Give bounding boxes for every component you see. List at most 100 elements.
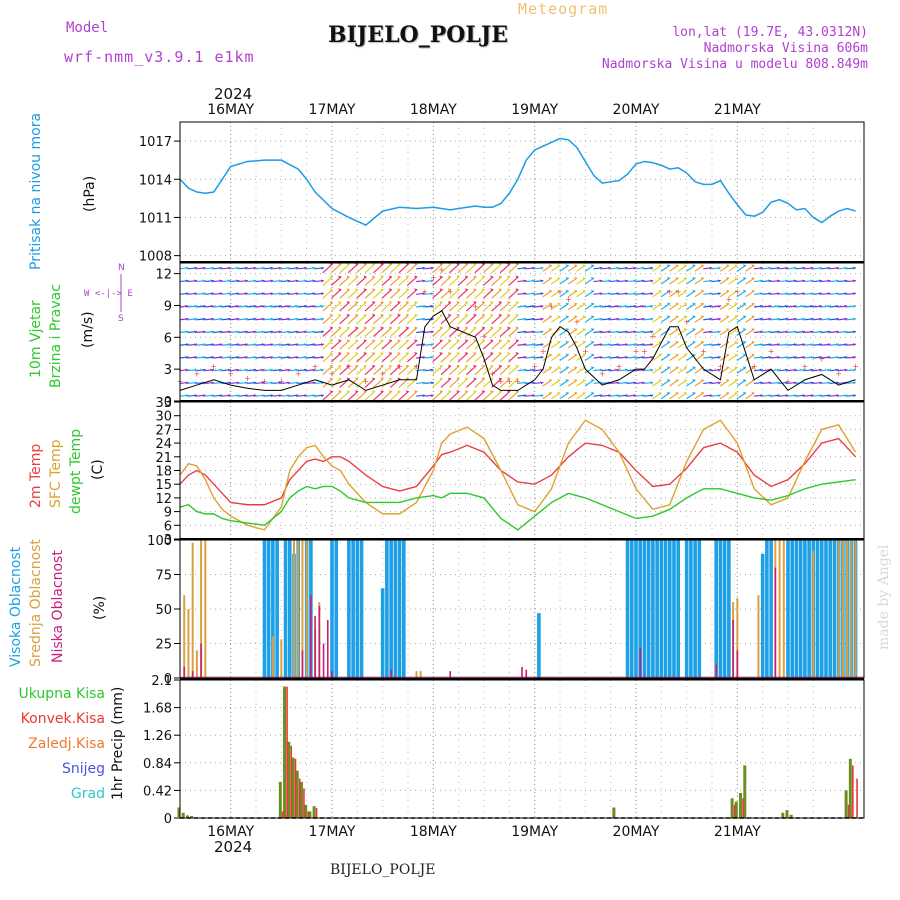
lonlat-label: lon,lat (19.7E, 43.0312N) [672,25,868,40]
wind-arrow-head [430,381,434,385]
wind-arrow-head [211,305,215,309]
cloud-bar-high [684,540,689,678]
wind-arrow-head [633,292,637,296]
wind-arrow-head [464,364,468,368]
wind-arrow-head [515,262,519,266]
wind-arrow-head [667,315,671,319]
wind-arrow-head [346,351,350,355]
wind-arrow-head [565,277,569,281]
wind-arrow-head [641,355,645,359]
cloud-bar-high [722,540,727,678]
wind-arrow-head [355,262,359,266]
wind-arrow-head [591,264,595,268]
wind-arrow-head [827,317,831,321]
cloud-bar-high [393,540,398,678]
cloud-bar-mid [187,609,190,678]
wind-arrow-head [295,330,299,334]
cloud-bar-high [832,540,837,678]
wind-arrow-head [194,343,198,347]
wind-arrow-head [658,328,662,331]
wind-arrow-head [346,390,350,394]
wind-arrow-head [700,302,704,306]
wind-arrow-head [793,330,797,334]
wind-arrow-head [253,266,257,270]
cloud-tick-label: 0 [164,672,172,687]
cloud-bar-high [385,540,389,678]
wind-arrow-head [355,326,359,330]
wind-arrow-head [548,378,552,382]
wind-arrow-head [363,275,367,279]
wind-arrow-head [633,381,637,385]
wind-gust-marker: + [633,347,640,356]
wind-gust-marker: + [557,288,564,297]
wind-arrow-head [692,340,696,344]
cloud-bar-mid [195,650,198,678]
precip-bar-total [789,814,793,818]
wind-arrow-head [372,377,375,381]
wind-arrow-head [473,390,477,394]
wind-arrow-head [320,394,324,398]
wind-arrow-head [835,317,839,321]
wind-arrow-head [793,355,797,359]
wind-arrow-head [194,266,198,270]
wind-arrow-head [852,368,856,372]
wind-arrow-head [531,394,535,398]
wind-arrow-head [658,264,662,268]
wind-arrow-head [397,390,401,394]
wind-arrow-head [236,355,240,359]
temp-tick-label: 24 [155,437,172,452]
wind-arrow-head [405,313,409,317]
wind-arrow-head [768,394,772,398]
day-label-top: 21MAY [714,102,761,118]
wind-arrow-head [355,339,359,343]
wind-arrow-head [565,302,569,306]
wind-arrow-head [548,277,552,281]
wind-arrow-head [751,289,755,293]
wind-arrow-head [650,305,654,309]
wind-arrow-head [372,275,375,279]
wind-arrow-head [287,343,291,347]
cloud-bar-mid [183,595,186,678]
wind-arrow-head [810,330,814,334]
cloud-bar-low [322,643,325,678]
precip-bar-conv [742,798,744,818]
wind-arrow-head [667,302,671,306]
wind-gust-marker: + [506,377,513,386]
wind-arrow-head [802,368,806,372]
wind-arrow-head [202,305,206,309]
wind-arrow-head [591,366,595,370]
cloud-bar-low [521,666,523,678]
wind-arrow-head [236,330,240,334]
wind-arrow-head [548,366,552,370]
wind-arrow-head [338,275,342,279]
wind-gust-marker: + [362,377,369,386]
wind-arrow-head [236,343,240,347]
wind-arrow-head [734,328,738,331]
wind-arrow-head [844,330,848,334]
wind-arrow-head [599,343,603,347]
wind-arrow-head [540,305,544,309]
wind-arrow-head [768,330,772,334]
wind-arrow-head [616,394,620,398]
wind-arrow-head [211,266,215,270]
wind-arrow-head [751,328,755,331]
wind-arrow-head [531,317,535,321]
wind-arrow-head [776,355,780,359]
wind-arrow-head [456,288,460,292]
wind-arrow-head [202,279,206,283]
wind-gust-marker: + [641,347,648,356]
wind-gust-marker: + [227,369,234,378]
wind-arrow-head [844,355,848,359]
compass-we: W <-|-> E [84,289,133,299]
wind-arrow-head [574,353,578,357]
wind-arrow-head [227,279,231,283]
wind-arrow-head [700,264,704,268]
wind-arrow-head [810,343,814,347]
wind-arrow-head [810,355,814,359]
wind-arrow-head [540,343,544,347]
wind-arrow-head [185,317,189,321]
wind-arrow-head [312,292,316,296]
wind-arrow-head [751,366,755,370]
wind-gust-marker: + [531,362,538,371]
wind-arrow-head [819,317,823,321]
